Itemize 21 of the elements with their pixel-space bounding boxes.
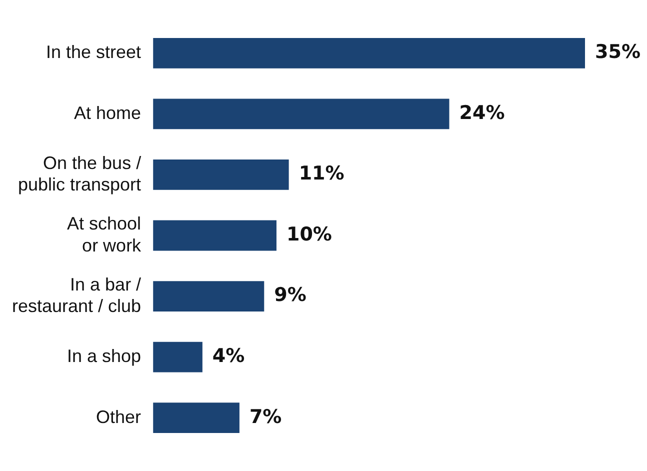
data-label: 4%: [212, 344, 245, 367]
data-label: 10%: [286, 223, 332, 246]
bar: [153, 281, 264, 312]
data-label: 7%: [249, 406, 282, 428]
bar: [153, 220, 276, 251]
y-tick-label: In the street: [46, 42, 142, 62]
y-tick-label: Other: [96, 406, 142, 427]
bar: [153, 342, 202, 372]
data-label: 35%: [595, 41, 640, 64]
bar: [153, 402, 240, 434]
data-label: 24%: [459, 102, 505, 124]
y-tick-label: At home: [74, 102, 142, 123]
bar: [153, 98, 450, 130]
bar: [153, 38, 585, 68]
y-tick-label: At school or work: [67, 214, 142, 256]
y-tick-label: In a bar / restaurant / club: [12, 274, 142, 316]
y-tick-label: On the bus / public transport: [18, 152, 142, 194]
data-label: 9%: [274, 284, 306, 306]
y-tick-label: In a shop: [67, 346, 142, 366]
bar: [153, 160, 289, 190]
data-label: 11%: [298, 162, 344, 185]
